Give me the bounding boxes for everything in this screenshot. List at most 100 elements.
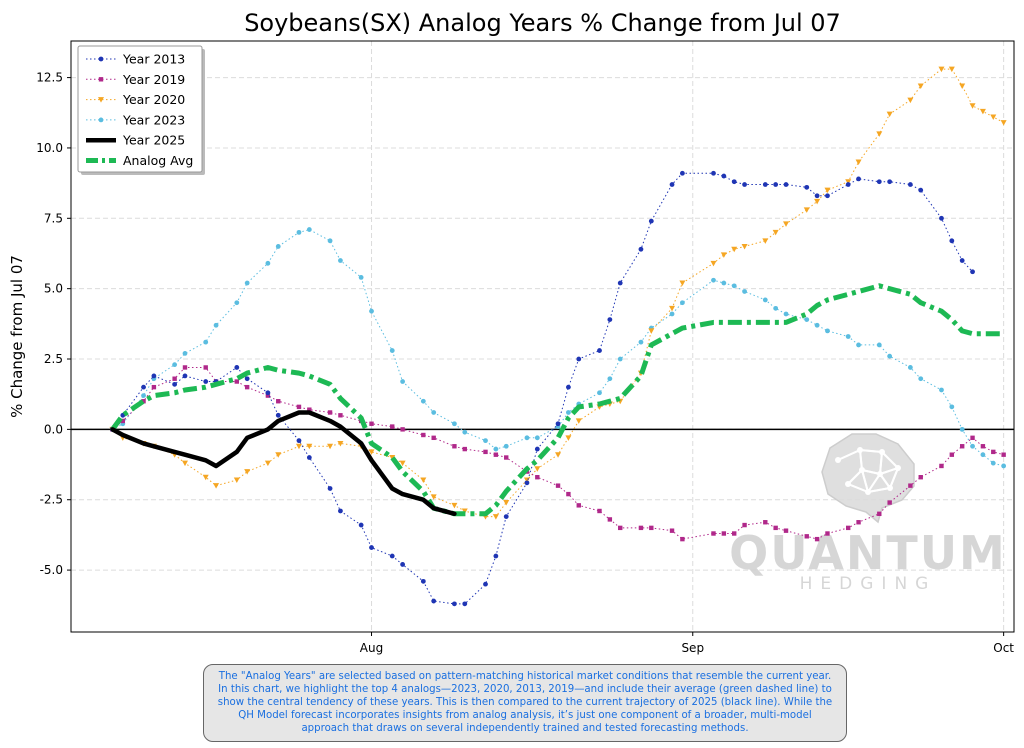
marker-point — [731, 246, 738, 253]
marker-point — [597, 348, 602, 353]
brain-node — [857, 447, 863, 453]
marker-point — [669, 305, 676, 312]
marker-point — [991, 449, 996, 455]
marker-point — [679, 300, 685, 306]
marker-point — [970, 443, 975, 449]
marker-point — [182, 373, 188, 379]
marker-point — [855, 159, 862, 166]
marker-point — [762, 238, 769, 244]
marker-point — [783, 311, 789, 317]
brain-line — [879, 467, 899, 475]
marker-point — [917, 83, 924, 90]
marker-point — [742, 289, 747, 294]
marker-point — [151, 384, 157, 390]
marker-point — [327, 410, 333, 415]
marker-point — [607, 517, 613, 522]
marker-point — [617, 280, 623, 286]
marker-point — [804, 184, 810, 190]
marker-point — [720, 252, 727, 258]
marker-point — [555, 483, 561, 488]
marker-point — [244, 469, 251, 475]
y-tick-label: -5.0 — [40, 563, 63, 577]
marker-point — [679, 170, 685, 176]
marker-point — [814, 536, 820, 542]
marker-point — [680, 536, 685, 542]
marker-point — [535, 475, 540, 480]
y-tick-label: 7.5 — [44, 211, 63, 225]
marker-point — [949, 452, 955, 457]
marker-point — [669, 182, 675, 187]
marker-point — [979, 108, 986, 115]
marker-point — [566, 410, 571, 415]
watermark-hedging: HEDGING — [800, 574, 937, 594]
marker-point — [918, 187, 924, 193]
marker-point — [638, 246, 644, 252]
marker-point — [576, 503, 581, 508]
marker-point — [503, 500, 510, 506]
marker-point — [907, 182, 913, 187]
marker-point — [182, 350, 188, 356]
marker-point — [566, 384, 571, 390]
marker-point — [306, 455, 312, 460]
brain-line — [859, 449, 863, 471]
marker-point — [296, 404, 302, 410]
marker-point — [493, 553, 499, 559]
marker-point — [172, 362, 178, 368]
brain-line — [867, 473, 881, 493]
marker-point — [825, 328, 830, 334]
marker-point — [638, 339, 644, 345]
brain-node — [887, 485, 893, 491]
marker-point — [803, 207, 810, 213]
series-year-2013 — [110, 170, 975, 607]
marker-point — [234, 365, 240, 370]
marker-point — [845, 182, 851, 187]
marker-point — [524, 435, 530, 441]
marker-point — [275, 244, 281, 249]
marker-point — [804, 317, 810, 323]
marker-point — [151, 373, 157, 379]
marker-point — [503, 514, 509, 520]
marker-point — [887, 179, 893, 185]
marker-point — [711, 531, 716, 536]
marker-point — [452, 601, 457, 607]
watermark-quantum: QUANTUM — [729, 526, 1007, 580]
marker-point — [462, 446, 467, 452]
marker-point — [203, 379, 209, 384]
brain-outline — [821, 433, 915, 524]
marker-point — [607, 376, 613, 382]
marker-point — [244, 376, 250, 382]
marker-point — [980, 452, 986, 458]
marker-point — [338, 413, 343, 418]
marker-point — [814, 322, 820, 328]
marker-point — [721, 173, 727, 179]
analog-years-chart: Soybeans(SX) Analog Years % Change from … — [8, 9, 1015, 655]
y-tick-label: -2.5 — [40, 493, 63, 507]
marker-point — [400, 427, 405, 432]
marker-point — [338, 258, 343, 263]
marker-point — [213, 322, 219, 328]
marker-point — [824, 187, 831, 194]
marker-point — [265, 390, 271, 396]
marker-point — [565, 435, 572, 441]
y-tick-label: 12.5 — [36, 71, 63, 85]
marker-point — [990, 460, 996, 466]
marker-point — [742, 182, 747, 187]
marker-point — [575, 418, 582, 424]
marker-point — [886, 111, 893, 118]
brain-line — [879, 451, 883, 475]
chart-title: Soybeans(SX) Analog Years % Change from … — [244, 9, 841, 37]
marker-point — [949, 404, 955, 410]
marker-point — [421, 432, 426, 438]
series-year-2025 — [110, 410, 457, 517]
marker-point — [1000, 120, 1007, 126]
marker-point — [876, 131, 883, 137]
marker-point — [265, 393, 271, 398]
marker-point — [296, 438, 302, 444]
marker-point — [98, 77, 104, 82]
brain-logo-icon — [821, 433, 915, 524]
marker-point — [451, 502, 458, 509]
marker-point — [389, 348, 395, 353]
marker-point — [773, 305, 779, 311]
marker-point — [648, 218, 654, 224]
brain-node — [877, 471, 883, 477]
